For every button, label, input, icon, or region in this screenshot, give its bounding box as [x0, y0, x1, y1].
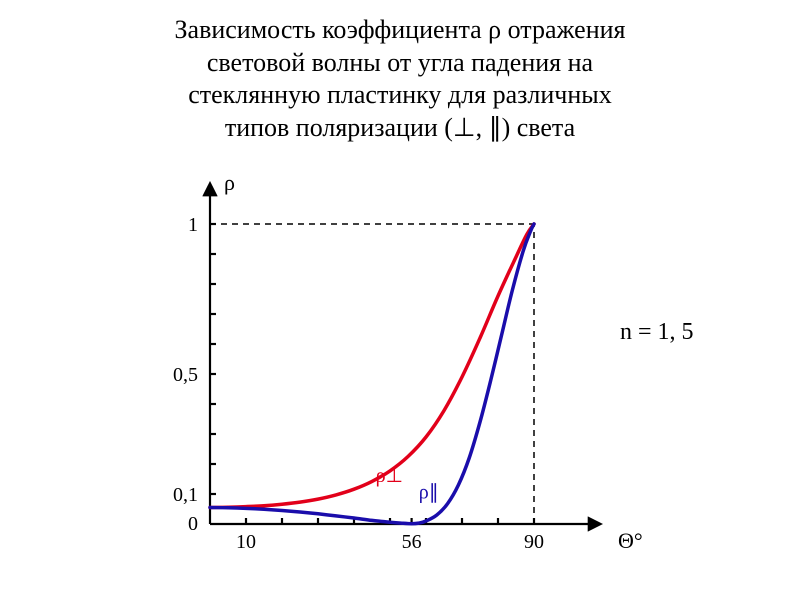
- curve-rho_par: [210, 224, 534, 524]
- page-title: Зависимость коэффициента ρ отражения све…: [0, 0, 800, 144]
- y-tick-label: 1: [188, 214, 198, 236]
- title-line-4: типов поляризации (⊥, ∥) света: [225, 113, 575, 142]
- curve-rho_perp: [210, 224, 534, 508]
- x-tick-label: 90: [524, 531, 544, 553]
- n-annotation: n = 1, 5: [620, 319, 694, 345]
- chart-svg: 10 56 90 0 0,1 0,5 1 ρ Θ° ρ⊥ ρ∥ n = 1, 5: [0, 144, 800, 584]
- chart-area: 10 56 90 0 0,1 0,5 1 ρ Θ° ρ⊥ ρ∥ n = 1, 5: [0, 144, 800, 584]
- title-line-3: стеклянную пластинку для различных: [188, 80, 612, 109]
- x-tick-label: 56: [402, 531, 422, 553]
- y-tick-label: 0: [188, 513, 198, 535]
- y-tick-label: 0,1: [173, 484, 198, 506]
- x-axis-label: Θ°: [618, 528, 643, 553]
- title-line-2: световой волны от угла падения на: [207, 48, 593, 77]
- y-tick-label: 0,5: [173, 364, 198, 386]
- x-tick-label: 10: [236, 531, 256, 553]
- title-line-1: Зависимость коэффициента ρ отражения: [175, 15, 626, 44]
- curve-label-rho_perp: ρ⊥: [376, 465, 403, 487]
- curve-label-rho_par: ρ∥: [419, 482, 439, 504]
- y-axis-label: ρ: [224, 170, 235, 195]
